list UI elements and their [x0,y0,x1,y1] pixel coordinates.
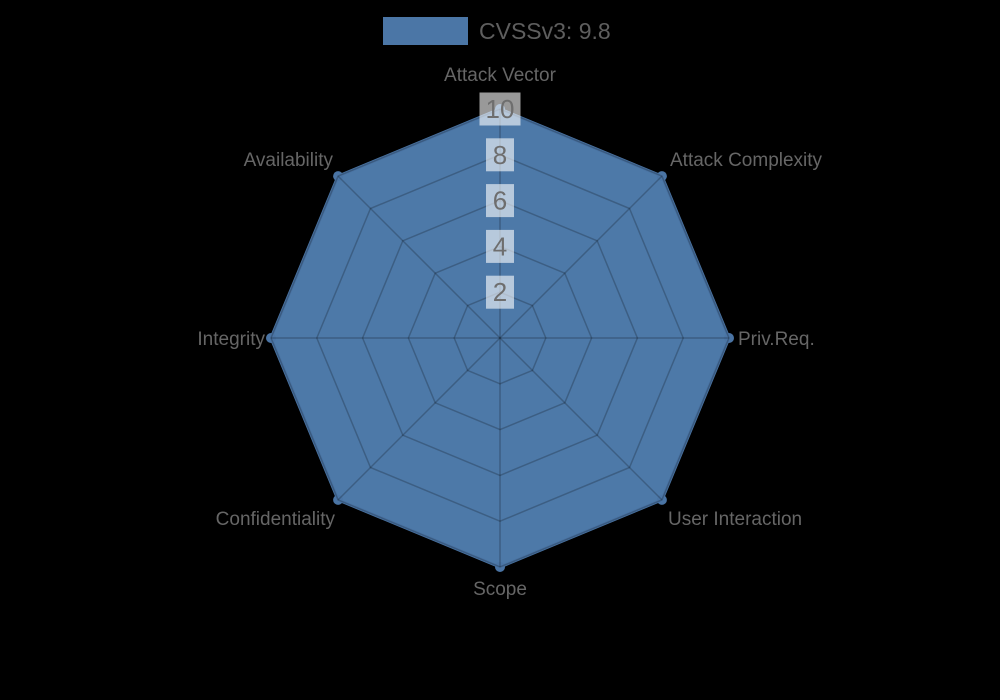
grid-ring-6 [361,199,639,477]
grid-spoke-5 [337,337,501,501]
axis-label-user-interaction: User Interaction [668,509,802,530]
tick-box-6 [486,184,514,218]
data-point-confidentiality [333,494,344,505]
data-point-scope [495,562,505,572]
tick-box-10 [479,92,521,126]
tick-label-2: 2 [493,277,507,307]
tick-box-4 [486,229,514,263]
axis-label-priv-req-: Priv.Req. [738,329,815,350]
tick-label-10: 10 [486,94,515,124]
grid-spoke-7 [337,175,501,339]
legend[interactable]: CVSSv3: 9.8 [383,17,611,45]
tick-label-6: 6 [493,186,507,216]
axis-label-attack-vector: Attack Vector [444,65,557,86]
grid-ring-2 [453,291,547,385]
grid-ring-8 [315,153,685,523]
tick-box-2 [486,275,514,309]
grid-spoke-3 [499,337,663,501]
tick-box-8 [486,138,514,172]
axis-label-confidentiality: Confidentiality [216,509,336,530]
grid-ring-4 [407,245,593,431]
axis-label-scope: Scope [473,579,527,600]
axis-label-attack-complexity: Attack Complexity [670,150,823,171]
grid-ring-10 [270,108,730,568]
grid-spoke-1 [499,175,663,339]
tick-label-8: 8 [493,140,507,170]
data-point-user-interaction [656,494,667,505]
legend-swatch [383,17,468,45]
data-point-availability [333,171,344,182]
data-point-priv-req- [724,333,734,343]
data-point-integrity [266,333,276,343]
grid-lines [270,108,730,568]
legend-label: CVSSv3: 9.8 [479,18,611,44]
radial-ticks: 2 4 6 8 10 [479,92,521,309]
axis-label-integrity: Integrity [197,329,265,350]
data-point-attack-complexity [656,171,667,182]
tick-label-4: 4 [493,231,507,261]
axis-label-availability: Availability [244,150,334,171]
